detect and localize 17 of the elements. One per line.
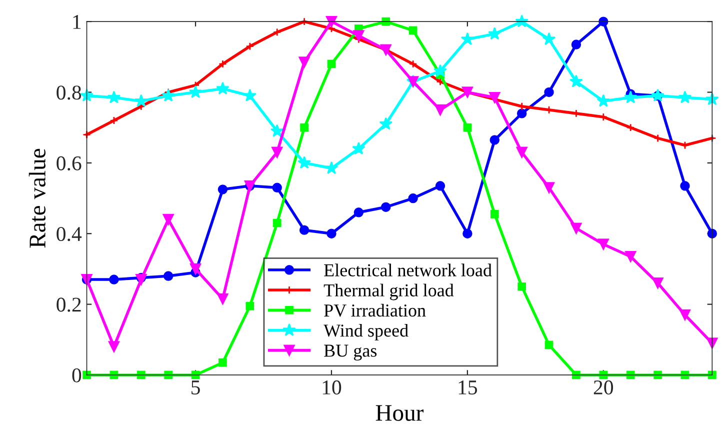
y-tick-label: 0.6 [56, 156, 82, 170]
x-axis-title: Hour [376, 405, 424, 421]
y-tick-label: 0.4 [56, 226, 82, 242]
legend-label: Thermal grid load [324, 284, 454, 300]
y-tick-label: 0 [72, 368, 82, 382]
legend-label: Electrical network load [324, 264, 492, 276]
legend-label: BU gas [324, 344, 377, 361]
legend-label: Wind speed [324, 324, 408, 340]
y-tick-label: 1 [73, 15, 81, 29]
y-tick-label: 0.2 [56, 298, 81, 312]
x-tick-label: 20 [594, 380, 614, 394]
legend-label: PV irradiation [324, 304, 426, 317]
x-tick-label: 15 [458, 380, 478, 394]
x-tick-label: 10 [322, 380, 342, 394]
y-tick-label: 0.8 [56, 86, 82, 100]
x-tick-label: 5 [192, 380, 200, 394]
y-axis-title: Rate value [28, 148, 46, 248]
